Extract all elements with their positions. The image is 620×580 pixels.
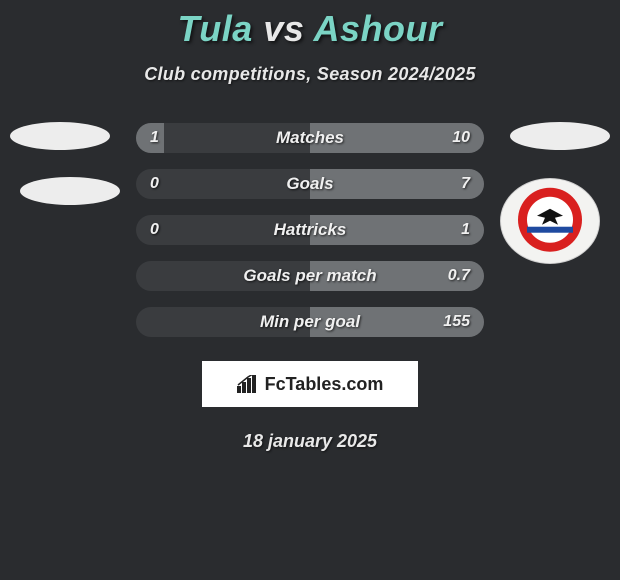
stat-row-goals: 0 Goals 7 xyxy=(136,169,484,199)
stat-right-value: 10 xyxy=(452,129,470,147)
stat-right-value: 7 xyxy=(461,175,470,193)
player2-country-badge xyxy=(510,122,610,150)
stat-right-value: 155 xyxy=(443,313,470,331)
stat-label: Goals xyxy=(286,174,333,194)
stat-row-goals-per-match: Goals per match 0.7 xyxy=(136,261,484,291)
subtitle: Club competitions, Season 2024/2025 xyxy=(0,64,620,85)
branding-box[interactable]: FcTables.com xyxy=(202,361,418,407)
stat-right-value: 0.7 xyxy=(448,267,470,285)
stat-row-hattricks: 0 Hattricks 1 xyxy=(136,215,484,245)
title-player2: Ashour xyxy=(314,8,443,49)
bar-chart-icon xyxy=(237,375,259,393)
player1-country-badge xyxy=(20,177,120,205)
page-title: Tula vs Ashour xyxy=(0,0,620,50)
stat-right-value: 1 xyxy=(461,221,470,239)
eagle-icon xyxy=(533,206,567,228)
title-player1: Tula xyxy=(177,8,252,49)
date-text: 18 january 2025 xyxy=(0,431,620,452)
stat-row-matches: 1 Matches 10 xyxy=(136,123,484,153)
player1-club-badge xyxy=(10,122,110,150)
stat-row-min-per-goal: Min per goal 155 xyxy=(136,307,484,337)
stat-label: Hattricks xyxy=(274,220,347,240)
stat-left-value: 0 xyxy=(150,175,159,193)
stat-label: Min per goal xyxy=(260,312,360,332)
stat-left-value: 0 xyxy=(150,221,159,239)
stat-label: Goals per match xyxy=(243,266,376,286)
branding-text: FcTables.com xyxy=(265,374,384,395)
stat-left-value: 1 xyxy=(150,129,159,147)
title-vs: vs xyxy=(263,8,304,49)
stats-list: 1 Matches 10 0 Goals 7 0 Hattricks 1 Goa… xyxy=(136,123,484,337)
player2-club-badge xyxy=(500,178,600,264)
stat-label: Matches xyxy=(276,128,344,148)
stat-fill-right xyxy=(310,169,484,199)
